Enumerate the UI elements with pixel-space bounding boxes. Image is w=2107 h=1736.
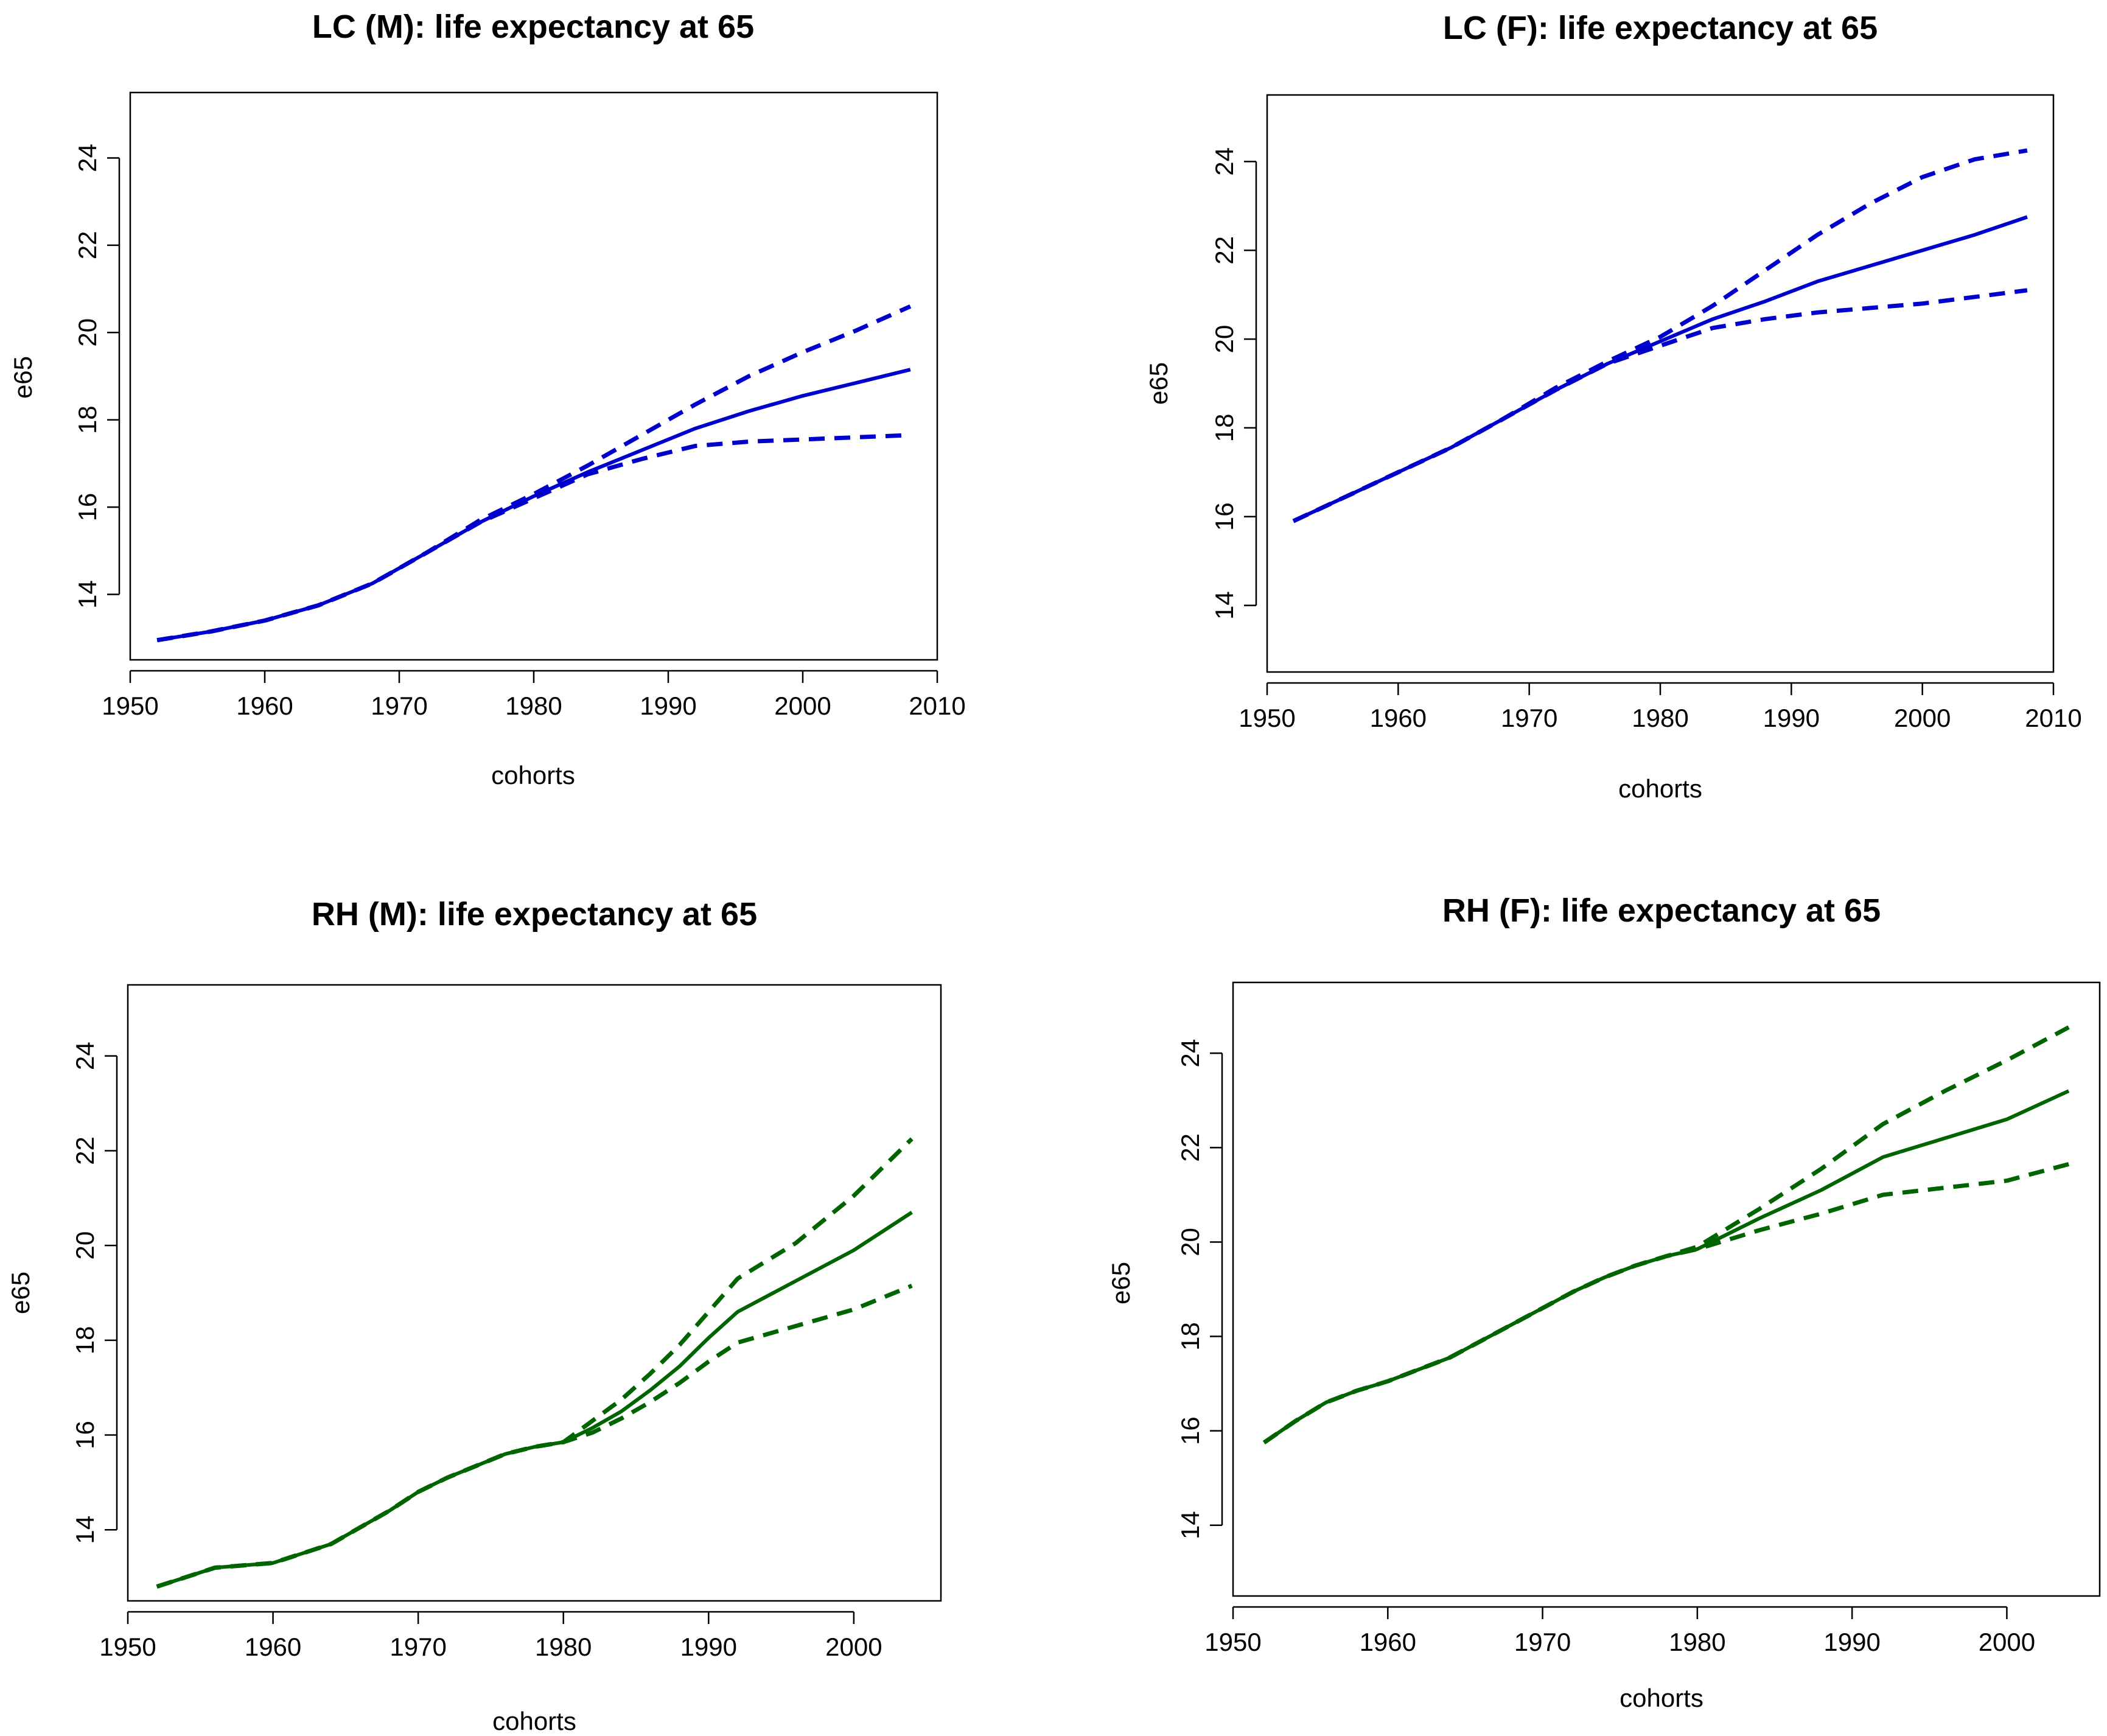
chart-title: LC (F): life expectancy at 65	[1443, 10, 1878, 46]
series-line-upper	[156, 304, 912, 643]
y-tick-label: 24	[71, 1041, 99, 1070]
y-tick-label: 22	[1176, 1133, 1204, 1162]
x-tick-label: 1990	[1823, 1628, 1880, 1656]
x-tick-label: 1970	[371, 691, 427, 720]
x-tick-label: 1990	[680, 1633, 737, 1661]
x-tick-label: 1950	[99, 1633, 156, 1661]
x-tick-label: 1980	[535, 1633, 592, 1661]
y-tick-label: 24	[1176, 1039, 1204, 1068]
y-tick-label: 22	[73, 231, 102, 260]
plot-frame	[129, 91, 938, 661]
y-tick-label: 20	[71, 1231, 99, 1260]
y-tick-label: 22	[71, 1136, 99, 1165]
x-tick-label: 1950	[102, 691, 158, 720]
x-tick-label: 1950	[1204, 1628, 1261, 1656]
y-tick-label: 20	[1210, 325, 1239, 354]
chart-panel-2: RH (M): life expectancy at 65 1950 1960 197…	[6, 896, 942, 1735]
x-tick-label: 1980	[1669, 1628, 1725, 1656]
x-tick-label: 1960	[1370, 704, 1427, 732]
series-line-lower	[156, 433, 910, 643]
y-axis-label: e65	[1106, 1262, 1135, 1304]
y-tick-label: 22	[1210, 236, 1239, 265]
x-tick-label: 1980	[505, 691, 562, 720]
x-tick-label: 1970	[1514, 1628, 1571, 1656]
series-line-lower	[1292, 288, 2028, 523]
series-line-central	[1263, 1089, 2070, 1444]
x-tick-label: 2000	[1979, 1628, 2035, 1656]
series-line-lower	[1262, 1162, 2070, 1444]
x-axis-label: cohorts	[1620, 1684, 1703, 1712]
y-axis-label: e65	[9, 356, 37, 399]
x-tick-label: 1960	[1360, 1628, 1416, 1656]
chart-title: LC (M): life expectancy at 65	[312, 9, 754, 45]
y-tick-label: 16	[1176, 1416, 1204, 1445]
series-line-central	[156, 368, 911, 642]
x-tick-label: 2000	[774, 691, 831, 720]
series-line-upper	[156, 1137, 914, 1589]
y-tick-label: 14	[71, 1516, 99, 1544]
x-axis-label: cohorts	[1618, 774, 1702, 803]
y-tick-label: 18	[1210, 414, 1239, 443]
plot-frame	[127, 984, 942, 1602]
x-tick-label: 1980	[1632, 704, 1688, 732]
x-tick-label: 2000	[825, 1633, 882, 1661]
y-tick-label: 20	[1176, 1228, 1204, 1256]
y-axis-label: e65	[1144, 362, 1173, 405]
y-tick-label: 16	[73, 493, 102, 522]
x-tick-label: 1990	[640, 691, 696, 720]
y-tick-label: 24	[1210, 147, 1239, 176]
series-line-central	[156, 1211, 913, 1589]
x-tick-label: 1990	[1763, 704, 1820, 732]
y-tick-label: 20	[73, 318, 102, 347]
chart-panel-3: RH (F): life expectancy at 65 1950 1960 197…	[1106, 892, 2101, 1712]
x-axis-label: cohorts	[492, 1707, 576, 1735]
y-tick-label: 18	[73, 405, 102, 434]
x-tick-label: 2000	[1894, 704, 1951, 732]
y-tick-label: 18	[71, 1326, 99, 1354]
y-axis-label: e65	[6, 1272, 35, 1314]
x-tick-label: 1970	[1501, 704, 1557, 732]
x-tick-label: 1970	[390, 1633, 446, 1661]
series-line-lower	[156, 1284, 913, 1589]
y-tick-label: 16	[1210, 502, 1239, 531]
plot-frame	[1266, 94, 2055, 673]
chart-panel-1: LC (F): life expectancy at 65 1950 1960 197…	[1144, 10, 2082, 803]
x-tick-label: 1960	[245, 1633, 301, 1661]
x-tick-label: 2010	[909, 691, 965, 720]
x-tick-label: 2010	[2025, 704, 2081, 732]
series-line-upper	[1292, 148, 2028, 523]
series-line-central	[1292, 215, 2028, 523]
x-axis-label: cohorts	[491, 761, 575, 789]
y-tick-label: 16	[71, 1421, 99, 1449]
x-tick-label: 1950	[1239, 704, 1295, 732]
plot-frame	[1232, 981, 2101, 1597]
chart-panel-0: LC (M): life expectancy at 65 1950 1960 197…	[9, 9, 966, 789]
y-tick-label: 14	[1210, 591, 1239, 620]
y-tick-label: 14	[73, 580, 102, 609]
x-tick-label: 1960	[236, 691, 293, 720]
y-tick-label: 24	[73, 144, 102, 172]
y-tick-label: 14	[1176, 1511, 1204, 1539]
chart-title: RH (F): life expectancy at 65	[1442, 892, 1881, 929]
y-tick-label: 18	[1176, 1322, 1204, 1351]
chart-title: RH (M): life expectancy at 65	[312, 896, 757, 933]
